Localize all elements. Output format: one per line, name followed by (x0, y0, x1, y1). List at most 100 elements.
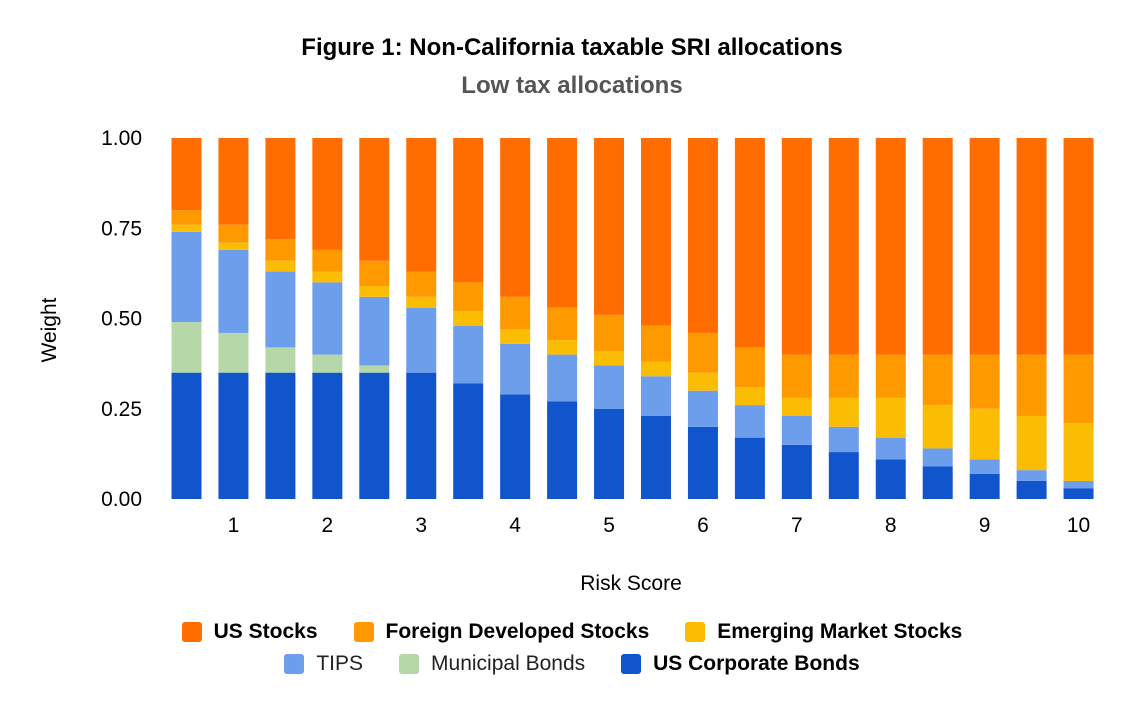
bar-segment-emerging-market-stocks-6 (406, 296, 437, 308)
legend-row-bottom: TIPS Municipal Bonds US Corporate Bonds (0, 652, 1144, 676)
legend-item-tips: TIPS (284, 652, 363, 676)
legend-item-municipal-bonds: Municipal Bonds (399, 652, 585, 676)
bar-segment-foreign-developed-stocks-8 (500, 296, 531, 330)
bar-segment-us-corporate-bonds-16 (875, 459, 906, 499)
legend-label: Foreign Developed Stocks (385, 620, 650, 643)
bar-segment-emerging-market-stocks-9 (547, 340, 578, 355)
bar-segment-tips-8 (500, 343, 531, 395)
legend-item-foreign-developed-stocks: Foreign Developed Stocks (353, 620, 650, 644)
bar-segment-us-stocks-11 (641, 138, 671, 326)
bar-segment-us-corporate-bonds-13 (734, 437, 765, 499)
bar-segment-tips-14 (781, 415, 812, 445)
bar-segment-emerging-market-stocks-7 (453, 311, 484, 326)
bar-segment-us-stocks-12 (687, 138, 718, 333)
legend-label: Municipal Bonds (431, 652, 586, 675)
bar-segment-foreign-developed-stocks-19 (1016, 354, 1047, 416)
bar-segment-emerging-market-stocks-13 (734, 387, 765, 406)
bar-segment-foreign-developed-stocks-5 (359, 260, 390, 287)
bar-segment-municipal-bonds-2 (218, 332, 249, 373)
bar-segment-foreign-developed-stocks-16 (875, 354, 906, 398)
bar-segment-foreign-developed-stocks-3 (265, 239, 296, 261)
bar-segment-tips-3 (265, 271, 296, 348)
bar-segment-us-corporate-bonds-8 (500, 394, 531, 499)
bar-segment-tips-19 (1016, 470, 1047, 481)
bar-segment-emerging-market-stocks-14 (781, 397, 812, 416)
bar-segment-foreign-developed-stocks-20 (1063, 354, 1094, 424)
bar-segment-emerging-market-stocks-18 (969, 408, 1000, 460)
bar-segment-municipal-bonds-1 (171, 322, 202, 373)
bar-segment-emerging-market-stocks-10 (594, 350, 625, 366)
bar-segment-emerging-market-stocks-8 (500, 329, 531, 344)
bar-segment-us-stocks-8 (500, 138, 531, 297)
bar-segment-foreign-developed-stocks-10 (594, 314, 625, 351)
bar-segment-foreign-developed-stocks-7 (453, 282, 484, 312)
bar-segment-us-corporate-bonds-12 (687, 426, 718, 499)
x-axis-label: Risk Score (580, 572, 682, 595)
bar-segment-tips-10 (594, 365, 625, 409)
x-tick-label: 2 (322, 514, 334, 537)
x-axis: 1 2 3 4 5 6 7 8 9 10 (228, 514, 1091, 537)
bar-segment-foreign-developed-stocks-6 (406, 271, 437, 297)
legend-label: TIPS (316, 652, 364, 675)
legend-swatch (353, 622, 374, 642)
bar-segment-us-corporate-bonds-18 (969, 473, 1000, 499)
bar-segment-tips-18 (969, 459, 1000, 474)
bar-segment-us-stocks-6 (406, 138, 437, 272)
x-tick-label: 7 (791, 514, 803, 537)
bar-segment-us-stocks-1 (171, 138, 202, 211)
y-tick-label: 0.00 (101, 488, 142, 511)
bar-segment-us-stocks-7 (453, 138, 484, 283)
bar-segment-tips-9 (547, 354, 578, 402)
bar-segment-us-corporate-bonds-17 (922, 466, 953, 499)
legend-swatch (181, 622, 202, 642)
bar-segment-emerging-market-stocks-12 (687, 372, 718, 391)
bar-segment-emerging-market-stocks-1 (171, 224, 202, 232)
bar-segment-us-stocks-10 (594, 138, 625, 315)
bar-segment-us-stocks-20 (1063, 138, 1094, 355)
bar-segment-foreign-developed-stocks-18 (969, 354, 1000, 409)
x-tick-label: 6 (697, 514, 709, 537)
x-tick-label: 4 (509, 514, 521, 537)
legend-label: US Stocks (213, 620, 318, 643)
x-tick-label: 9 (979, 514, 991, 537)
bars-layer (171, 138, 1094, 499)
bar-segment-emerging-market-stocks-2 (218, 242, 249, 250)
bar-segment-foreign-developed-stocks-11 (641, 325, 671, 362)
legend-item-emerging-market-stocks: Emerging Market Stocks (685, 620, 962, 644)
y-axis: 0.00 0.25 0.50 0.75 1.00 (101, 127, 142, 511)
bar-segment-us-stocks-13 (734, 138, 765, 348)
bar-segment-us-stocks-17 (922, 138, 953, 355)
bar-segment-emerging-market-stocks-4 (312, 271, 343, 283)
y-tick-label: 1.00 (101, 127, 142, 150)
legend-swatch (621, 654, 642, 674)
bar-segment-us-stocks-9 (547, 138, 578, 308)
bar-segment-tips-20 (1063, 480, 1094, 489)
bar-segment-emerging-market-stocks-3 (265, 260, 296, 272)
bar-segment-emerging-market-stocks-16 (875, 397, 906, 438)
bar-segment-us-stocks-15 (828, 138, 859, 355)
bar-segment-foreign-developed-stocks-12 (687, 332, 718, 373)
legend-label: Emerging Market Stocks (717, 620, 963, 643)
y-tick-label: 0.25 (101, 398, 142, 421)
bar-segment-us-corporate-bonds-11 (641, 415, 671, 499)
bar-segment-foreign-developed-stocks-9 (547, 307, 578, 341)
y-tick-label: 0.50 (101, 308, 142, 331)
bar-segment-us-corporate-bonds-5 (359, 372, 390, 499)
bar-segment-us-stocks-3 (265, 138, 296, 240)
y-tick-label: 0.75 (101, 217, 142, 240)
bar-segment-emerging-market-stocks-19 (1016, 415, 1047, 471)
bar-segment-tips-6 (406, 307, 437, 373)
bar-segment-foreign-developed-stocks-2 (218, 224, 249, 243)
x-tick-label: 10 (1067, 514, 1090, 537)
bar-segment-emerging-market-stocks-11 (641, 361, 671, 377)
bar-segment-us-corporate-bonds-20 (1063, 488, 1094, 499)
bar-segment-tips-5 (359, 296, 390, 366)
legend-swatch (284, 654, 305, 674)
bar-segment-us-corporate-bonds-7 (453, 383, 484, 499)
bar-segment-foreign-developed-stocks-14 (781, 354, 812, 398)
legend-label: US Corporate Bonds (653, 652, 860, 675)
chart-title: Figure 1: Non-California taxable SRI all… (301, 34, 843, 61)
bar-segment-us-corporate-bonds-2 (218, 372, 249, 499)
